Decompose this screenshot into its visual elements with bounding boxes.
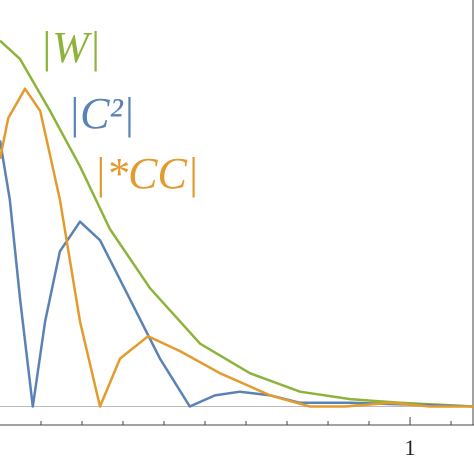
series-label: |C²|	[68, 89, 135, 138]
series-label: |W|	[40, 23, 101, 72]
x-tick-label: 1	[405, 435, 416, 460]
series-line	[0, 87, 474, 408]
series-label: |*CC|	[94, 149, 199, 198]
series-line	[0, 39, 474, 408]
